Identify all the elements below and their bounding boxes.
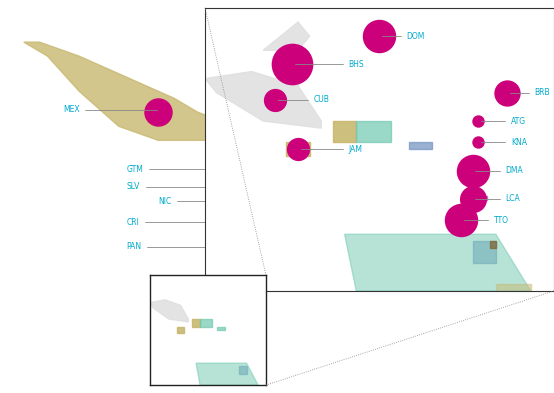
Point	[474, 118, 483, 124]
Text: TTO: TTO	[464, 216, 509, 224]
Bar	[277, 70, 515, 211]
Polygon shape	[205, 72, 321, 128]
Point	[217, 169, 226, 175]
Point	[474, 139, 483, 145]
Point	[468, 196, 477, 202]
Polygon shape	[200, 319, 212, 327]
Text: BHS: BHS	[295, 60, 364, 69]
Text: BRB: BRB	[510, 88, 550, 97]
Text: JAM: JAM	[301, 145, 362, 154]
Polygon shape	[332, 182, 538, 239]
Polygon shape	[333, 121, 356, 142]
Text: GTM: GTM	[127, 165, 220, 174]
Point	[456, 217, 465, 223]
Point	[375, 33, 384, 39]
Polygon shape	[222, 140, 332, 211]
Text: BLZ: BLZ	[249, 140, 269, 149]
Polygon shape	[356, 121, 391, 142]
Polygon shape	[332, 182, 396, 253]
Text: KNA: KNA	[481, 138, 527, 147]
Polygon shape	[496, 284, 531, 319]
Text: CRI: CRI	[127, 218, 228, 227]
Point	[245, 144, 254, 151]
Point	[506, 242, 515, 249]
Polygon shape	[332, 253, 364, 281]
Point	[470, 228, 479, 235]
Polygon shape	[239, 366, 247, 374]
Polygon shape	[218, 327, 225, 330]
Text: SLV: SLV	[127, 182, 220, 191]
Point	[288, 61, 297, 68]
Polygon shape	[490, 241, 496, 248]
Text: MEX: MEX	[63, 105, 157, 114]
Point	[415, 215, 424, 221]
Point	[270, 97, 279, 103]
Polygon shape	[345, 234, 531, 291]
Point	[468, 167, 477, 174]
Polygon shape	[24, 42, 261, 154]
Text: DOM: DOM	[382, 32, 424, 40]
Polygon shape	[479, 196, 486, 200]
Text: DMA: DMA	[475, 166, 523, 175]
Text: LCA: LCA	[475, 195, 520, 203]
Point	[154, 109, 163, 116]
Text: PAN: PAN	[127, 242, 260, 251]
Text: CUB: CUB	[278, 95, 329, 104]
Point	[257, 246, 265, 252]
Polygon shape	[286, 142, 310, 156]
Polygon shape	[263, 22, 310, 50]
Text: SUR: SUR	[495, 239, 510, 248]
Polygon shape	[150, 300, 188, 322]
Polygon shape	[192, 319, 200, 327]
Polygon shape	[408, 142, 432, 149]
Polygon shape	[196, 363, 258, 385]
Text: NIC: NIC	[158, 196, 244, 206]
Polygon shape	[177, 327, 184, 333]
Point	[241, 200, 250, 207]
Point	[261, 123, 270, 129]
Point	[503, 90, 512, 96]
Text: HND: HND	[266, 119, 285, 129]
Point	[294, 146, 302, 152]
Point	[217, 186, 226, 193]
Text: GUY: GUY	[459, 224, 475, 233]
Point	[225, 221, 234, 228]
Text: ATG: ATG	[481, 117, 526, 125]
Polygon shape	[473, 241, 496, 263]
Text: VEN: VEN	[404, 211, 419, 220]
